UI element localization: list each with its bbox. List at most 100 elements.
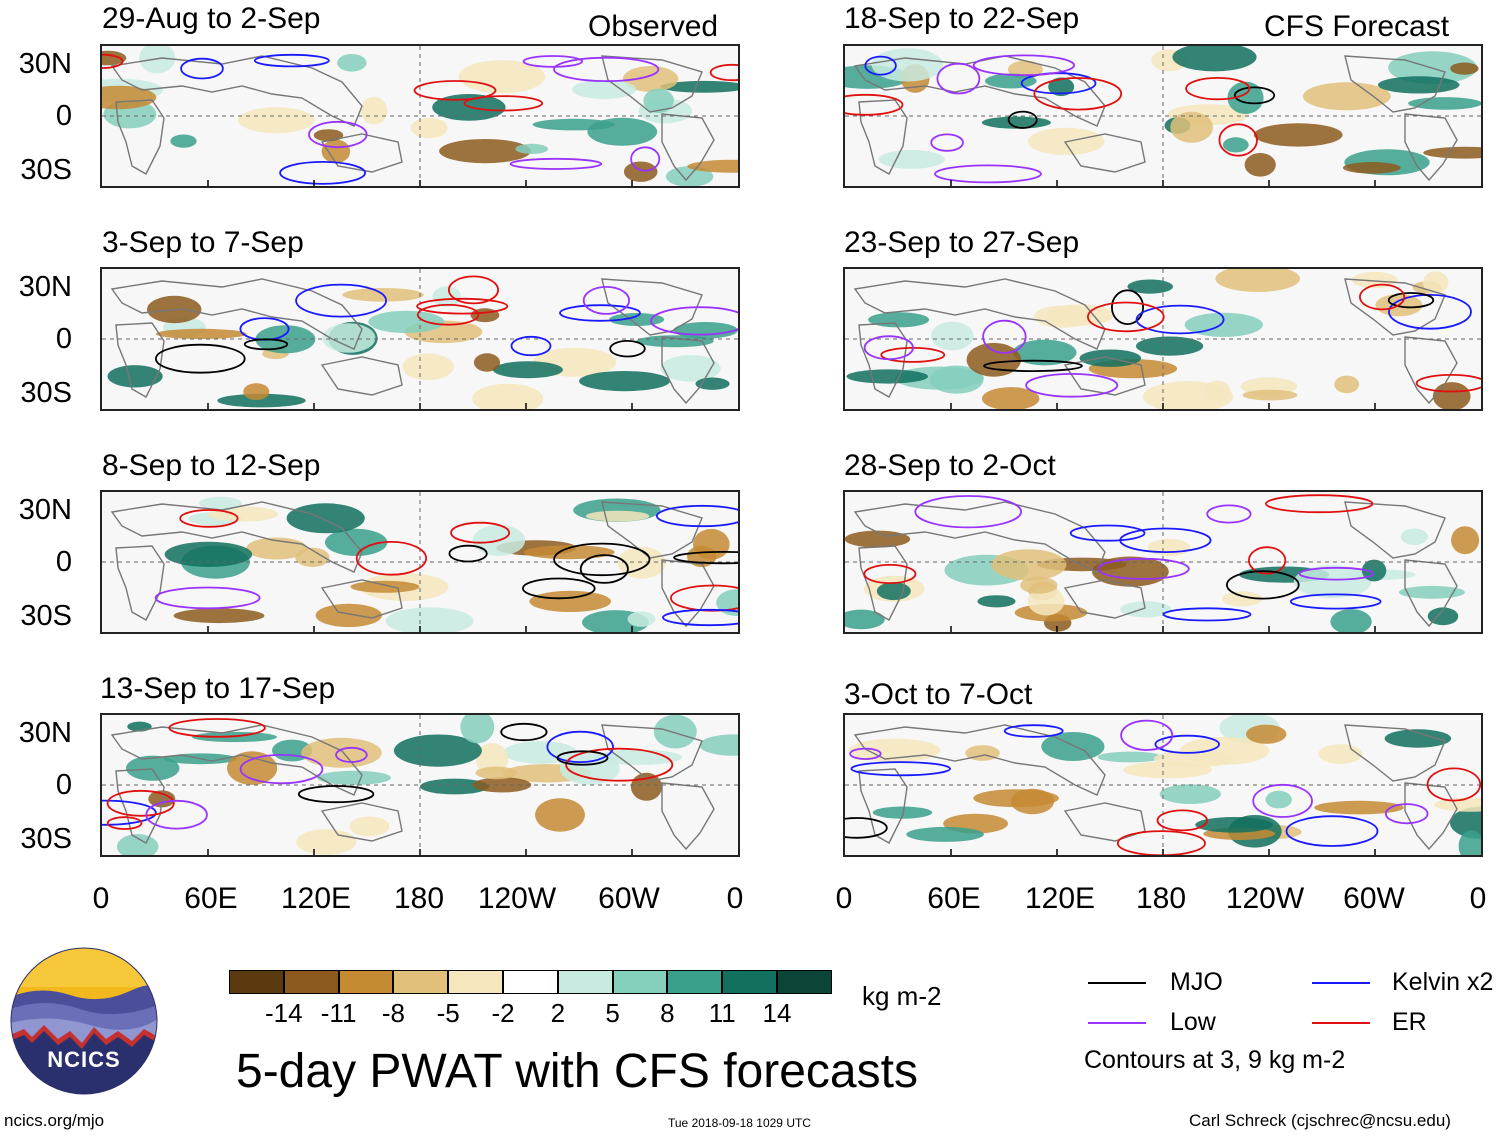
wave-contour: [1252, 783, 1313, 818]
wave-contour: [972, 54, 1075, 77]
anomaly-blob: [393, 734, 482, 767]
lon-label: 120W: [1225, 882, 1305, 915]
anomaly-blob: [473, 353, 501, 372]
footer-url[interactable]: ncics.org/mjo: [4, 1111, 105, 1130]
anomaly-blob: [410, 117, 448, 139]
anomaly-blob: [322, 323, 376, 353]
wave-contour: [1185, 76, 1251, 101]
anomaly-blob: [296, 829, 357, 855]
coastline: [110, 501, 363, 573]
wave-contour: [102, 799, 157, 826]
anomaly-blob: [360, 96, 388, 125]
lon-label: 180: [1135, 882, 1187, 915]
wave-contour: [1387, 292, 1435, 309]
anomaly-blob: [871, 48, 944, 82]
legend-kelvin-label: Kelvin x2: [1392, 968, 1494, 996]
coastline: [601, 55, 703, 113]
wave-contour: [850, 761, 951, 777]
wave-contour: [556, 750, 609, 766]
anomaly-blob: [636, 335, 714, 348]
anomaly-blob: [1147, 538, 1191, 557]
panel-title-3: 8-Sep to 12-Sep: [102, 449, 321, 482]
panel-title-8: 3-Oct to 7-Oct: [844, 678, 1033, 711]
wave-contour: [553, 542, 651, 577]
wave-contour: [609, 339, 646, 358]
wave-contour: [863, 564, 917, 585]
wave-contour: [509, 157, 603, 170]
colorbar-swatch: [448, 970, 503, 994]
ncics-logo[interactable]: NCICS: [10, 947, 158, 1095]
lat-label-eq: 0: [55, 100, 72, 132]
wave-contour: [1265, 494, 1374, 514]
wave-contour: [1154, 734, 1220, 754]
coastline: [858, 99, 908, 175]
anomaly-blob: [1408, 97, 1481, 110]
forecast-header: CFS Forecast: [1264, 10, 1450, 43]
anomaly-blob: [1427, 607, 1459, 626]
anomaly-blob: [585, 510, 650, 522]
wave-contour: [1218, 123, 1258, 157]
lat-label-30s: 30S: [20, 377, 72, 409]
footer-author: Carl Schreck (cjschrec@ncsu.edu): [1189, 1111, 1451, 1130]
map-panel-observed-1: [100, 44, 740, 188]
anomaly-blob: [1433, 797, 1481, 812]
wave-contour: [106, 816, 143, 830]
anomaly-blob: [301, 737, 382, 768]
colorbar-label: -8: [381, 998, 405, 1028]
coastline: [320, 579, 403, 619]
anomaly-blob: [1010, 788, 1055, 815]
anomaly-blob: [1242, 389, 1298, 401]
wave-contour: [934, 164, 1042, 184]
coastline: [1404, 559, 1458, 628]
wave-contour: [1135, 304, 1225, 335]
anomaly-blob: [991, 549, 1067, 581]
anomaly-blob: [238, 107, 315, 134]
anomaly-blob: [1246, 724, 1287, 744]
wave-contour: [253, 53, 330, 68]
anomaly-blob: [1458, 830, 1481, 855]
lon-label: 60E: [184, 882, 238, 915]
anomaly-blob: [286, 503, 365, 534]
wave-contour: [709, 63, 738, 82]
anomaly-blob: [1244, 153, 1276, 177]
legend-mjo-label: MJO: [1170, 968, 1223, 996]
anomaly-blob: [1027, 587, 1065, 616]
map-panel-observed-3: [100, 490, 740, 634]
wave-contour: [936, 62, 981, 95]
anomaly-blob: [1432, 382, 1471, 409]
wave-contour: [1007, 110, 1038, 129]
wave-contour: [413, 80, 497, 101]
colorbar-label: -11: [320, 998, 357, 1028]
anomaly-blob: [155, 328, 247, 339]
coastline: [853, 278, 1106, 350]
lat-label-30s: 30S: [20, 600, 72, 632]
wave-contour: [243, 338, 289, 351]
lon-label: 0: [1469, 882, 1487, 915]
colorbar-swatch: [229, 970, 284, 994]
colorbar-swatch: [777, 970, 832, 994]
wave-contour: [179, 509, 239, 528]
wave-contour: [1003, 724, 1064, 738]
coastline: [601, 278, 703, 336]
map-panel-forecast-4: [843, 713, 1483, 857]
coastline: [115, 545, 165, 621]
coastline: [1063, 133, 1146, 173]
anomaly-blob: [693, 528, 730, 560]
anomaly-blob: [1048, 77, 1075, 97]
wave-contour: [849, 747, 882, 760]
anomaly-blob: [1318, 744, 1363, 764]
anomaly-blob: [878, 150, 945, 169]
wave-contour: [1206, 504, 1252, 524]
wave-contour: [982, 319, 1027, 354]
wave-contour: [1426, 767, 1481, 802]
wave-contour: [1247, 546, 1287, 575]
main-title: 5-day PWAT with CFS forecasts: [236, 1045, 918, 1098]
coastline: [110, 278, 363, 350]
lat-label-30n: 30N: [18, 271, 72, 303]
anomaly-blob: [595, 749, 683, 765]
colorbar-swatch: [557, 970, 613, 994]
anomaly-blob: [1012, 339, 1077, 366]
panel-title-7: 28-Sep to 2-Oct: [844, 449, 1056, 482]
coastline: [1404, 113, 1458, 182]
colorbar-label: -14: [265, 998, 303, 1028]
